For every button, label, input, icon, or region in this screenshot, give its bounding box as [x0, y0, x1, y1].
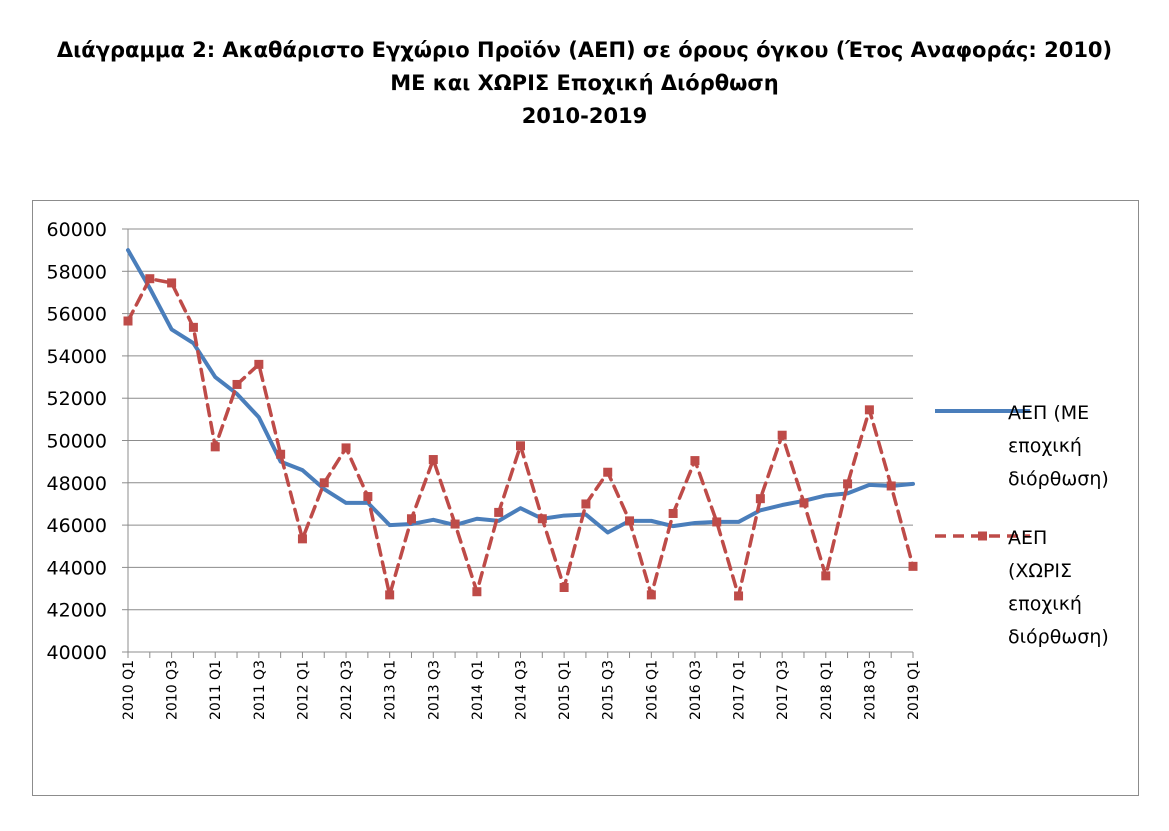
legend-entry-2: ΑΕΠ (ΧΩΡΙΣ εποχική διόρθωση)	[935, 527, 1109, 648]
data-point-marker	[777, 430, 787, 440]
x-tick-label: 2010 Q3	[165, 660, 181, 720]
legend-label: διόρθωση)	[1008, 468, 1109, 490]
data-point-marker	[385, 590, 395, 600]
data-point-marker	[254, 359, 264, 369]
y-tick-label: 50000	[47, 431, 107, 453]
chart-frame	[32, 200, 1139, 796]
gridlines	[128, 228, 913, 611]
data-point-marker	[908, 561, 918, 571]
axes	[122, 228, 914, 658]
data-point-marker	[690, 456, 700, 466]
x-tick-label: 2016 Q1	[644, 660, 660, 720]
data-point-marker	[734, 591, 744, 601]
data-point-marker	[646, 590, 656, 600]
data-point-marker	[581, 499, 591, 509]
data-point-marker	[668, 508, 678, 518]
data-point-marker	[537, 514, 547, 524]
x-axis-tick-labels: 2010 Q1 2010 Q3 2011 Q1 2011 Q3 2012 Q1 2012 …	[121, 660, 922, 720]
data-point-marker	[559, 582, 569, 592]
data-point-marker	[450, 519, 460, 529]
data-point-marker	[428, 455, 438, 465]
y-axis-tick-labels: 40000 42000 44000 46000 48000 50000 52000 54000…	[47, 219, 107, 664]
x-tick-label: 2011 Q1	[208, 660, 224, 720]
y-tick-label: 56000	[47, 304, 107, 326]
legend-label: διόρθωση)	[1008, 626, 1109, 648]
y-tick-label: 52000	[47, 388, 107, 410]
data-point-marker	[821, 571, 831, 581]
x-tick-label: 2016 Q3	[688, 660, 704, 720]
data-point-marker	[472, 587, 482, 597]
legend-label: ΑΕΠ (ΜΕ	[1008, 402, 1089, 424]
y-tick-label: 46000	[47, 515, 107, 537]
data-point-marker	[843, 479, 853, 489]
legend-label: εποχική	[1008, 435, 1082, 457]
x-tick-label: 2011 Q3	[252, 660, 268, 720]
chart-title: Διάγραμμα 2: Ακαθάριστο Εγχώριο Προϊόν (…	[0, 34, 1169, 133]
y-tick-label: 48000	[47, 473, 107, 495]
data-point-marker	[712, 517, 722, 527]
series-2	[123, 274, 918, 601]
data-point-marker	[755, 494, 765, 504]
series-line	[126, 248, 915, 535]
data-point-marker	[603, 467, 613, 477]
legend-label: (ΧΩΡΙΣ	[1008, 560, 1072, 582]
data-point-marker	[167, 278, 177, 288]
x-tick-label: 2013 Q3	[426, 660, 442, 720]
x-tick-label: 2015 Q1	[557, 660, 573, 720]
x-tick-label: 2012 Q1	[295, 660, 311, 720]
x-tick-label: 2010 Q1	[121, 660, 137, 720]
x-tick-label: 2014 Q1	[470, 660, 486, 720]
y-tick-label: 54000	[47, 346, 107, 368]
data-point-marker	[494, 507, 504, 517]
data-point-marker	[363, 492, 373, 502]
x-tick-label: 2017 Q1	[732, 660, 748, 720]
legend-label: εποχική	[1008, 593, 1082, 615]
y-tick-label: 60000	[47, 219, 107, 241]
data-point-marker	[145, 274, 155, 284]
data-point-marker	[210, 442, 220, 452]
data-point-marker	[864, 405, 874, 415]
y-tick-label: 42000	[47, 600, 107, 622]
data-point-marker	[232, 379, 242, 389]
legend-marker	[978, 531, 987, 541]
y-tick-label: 58000	[47, 261, 107, 283]
x-tick-label: 2013 Q1	[383, 660, 399, 720]
y-tick-label: 40000	[47, 642, 107, 664]
x-tick-label: 2019 Q1	[906, 660, 922, 720]
data-point-marker	[123, 316, 133, 326]
chart-title-line-3: 2010-2019	[521, 104, 648, 128]
data-point-marker	[886, 481, 896, 491]
x-tick-label: 2012 Q3	[339, 660, 355, 720]
data-point-marker	[406, 514, 416, 524]
data-point-marker	[516, 441, 525, 451]
data-point-marker	[319, 478, 329, 488]
legend: ΑΕΠ (ΜΕ εποχική διόρθωση) ΑΕΠ (ΧΩΡΙΣ εποχική δ…	[935, 402, 1109, 648]
data-point-marker	[276, 449, 286, 459]
y-tick-label: 44000	[47, 557, 107, 579]
chart-title-line-2: ΜΕ και ΧΩΡΙΣ Εποχική Διόρθωση	[390, 71, 779, 95]
data-point-marker	[341, 443, 351, 453]
series-1	[126, 248, 915, 535]
data-point-marker	[799, 498, 809, 508]
x-tick-label: 2014 Q3	[514, 660, 530, 720]
legend-label: ΑΕΠ	[1008, 527, 1047, 549]
data-point-marker	[625, 516, 635, 526]
series-line	[126, 276, 915, 598]
x-tick-label: 2018 Q1	[819, 660, 835, 720]
data-point-marker	[297, 534, 307, 544]
series	[123, 248, 918, 601]
chart-title-line-1: Διάγραμμα 2: Ακαθάριστο Εγχώριο Προϊόν (…	[56, 38, 1113, 62]
x-tick-label: 2017 Q3	[775, 660, 791, 720]
x-tick-label: 2015 Q3	[601, 660, 617, 720]
legend-entry-1: ΑΕΠ (ΜΕ εποχική διόρθωση)	[935, 402, 1109, 490]
data-point-marker	[188, 322, 198, 332]
x-tick-label: 2018 Q3	[862, 660, 878, 720]
